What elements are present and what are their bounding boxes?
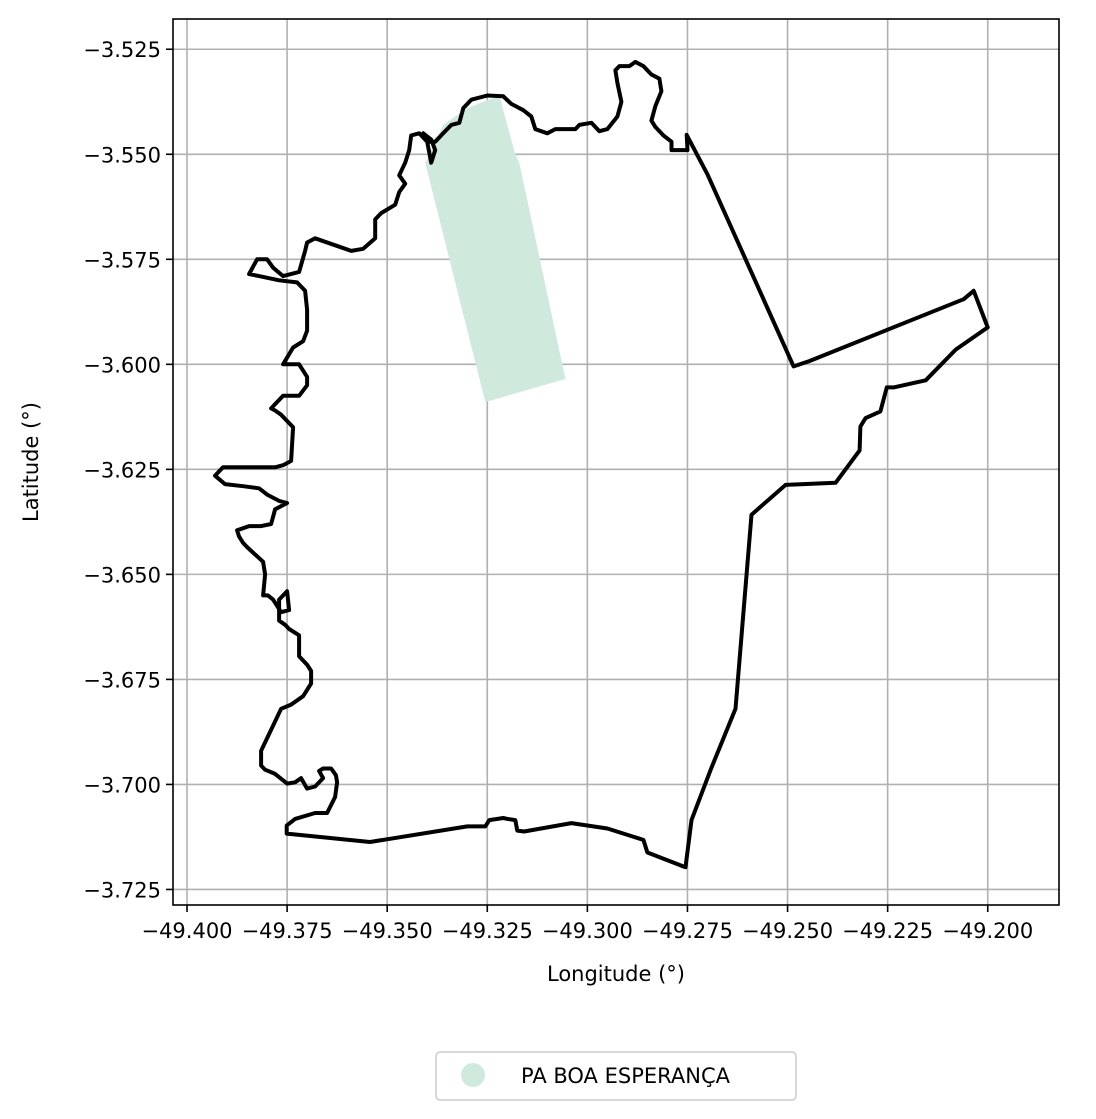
y-tick-label: −3.600 (83, 353, 161, 377)
x-tick-label: −49.200 (942, 919, 1033, 943)
plot-area (173, 19, 1059, 905)
x-tick-label: −49.275 (642, 919, 733, 943)
x-axis-ticks: −49.400 −49.375 −49.350 −49.325 −49.300 −49.2… (141, 905, 1033, 943)
grid-lines (173, 19, 1059, 905)
y-axis-title: Latitude (°) (19, 402, 43, 522)
legend: PA BOA ESPERANÇA (435, 1051, 797, 1101)
x-axis-title: Longitude (°) (547, 962, 685, 986)
x-tick-label: −49.400 (141, 919, 232, 943)
y-tick-label: −3.650 (83, 563, 161, 587)
y-tick-label: −3.525 (83, 38, 161, 62)
y-axis-ticks: −3.525 −3.550 −3.575 −3.600 −3.625 −3.650 −3.6… (83, 38, 173, 902)
boundary-outline (213, 59, 990, 870)
legend-box (435, 1051, 797, 1101)
x-tick-label: −49.300 (542, 919, 633, 943)
x-tick-label: −49.225 (842, 919, 933, 943)
y-tick-label: −3.725 (83, 878, 161, 902)
y-tick-label: −3.575 (83, 248, 161, 272)
legend-label: PA BOA ESPERANÇA (521, 1064, 731, 1088)
y-tick-label: −3.700 (83, 773, 161, 797)
x-tick-label: −49.325 (442, 919, 533, 943)
map-features (213, 59, 990, 870)
y-tick-label: −3.550 (83, 143, 161, 167)
settlement-area-pa-boa-esperanca (425, 95, 566, 403)
x-tick-label: −49.375 (242, 919, 333, 943)
plot-frame (172, 18, 1060, 906)
legend-marker-pa-boa-esperanca (461, 1063, 485, 1087)
y-tick-label: −3.625 (83, 458, 161, 482)
x-tick-label: −49.250 (742, 919, 833, 943)
x-tick-label: −49.350 (342, 919, 433, 943)
y-tick-label: −3.675 (83, 668, 161, 692)
